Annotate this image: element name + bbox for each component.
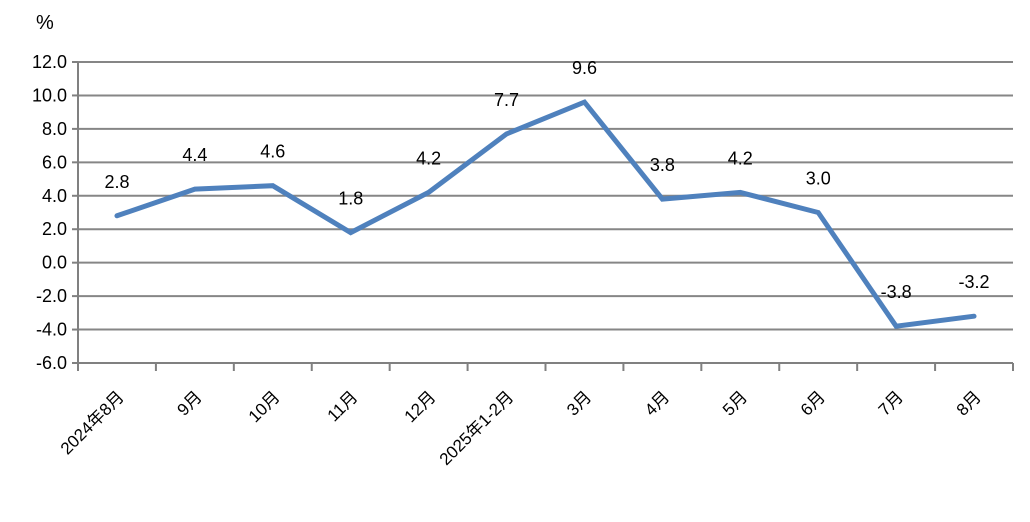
y-tick-label: 0.0 [42,253,67,273]
x-tick-label: 2024年8月 [57,387,128,458]
x-tick-label: 11月 [324,387,362,425]
data-point-label: 4.6 [260,142,285,162]
data-point-label: 4.4 [182,145,207,165]
x-tick-label: 4月 [641,387,673,419]
x-tick-label: 7月 [875,387,907,419]
x-tick-label: 8月 [953,387,985,419]
y-tick-label: 2.0 [42,219,67,239]
y-tick-label: -6.0 [36,353,67,373]
data-point-label: 2.8 [104,172,129,192]
data-point-label: 3.0 [806,169,831,189]
y-tick-label: 4.0 [42,186,67,206]
data-point-label: 4.2 [728,148,753,168]
y-tick-label: 6.0 [42,152,67,172]
x-tick-label: 2025年1-2月 [436,387,518,469]
data-point-label: 1.8 [338,189,363,209]
y-tick-label: 8.0 [42,119,67,139]
data-point-label: -3.8 [881,282,912,302]
x-tick-label: 6月 [797,387,829,419]
x-tick-label: 5月 [719,387,751,419]
data-point-label: 3.8 [650,155,675,175]
y-tick-label: -2.0 [36,286,67,306]
data-point-label: 7.7 [494,90,519,110]
y-tick-label: 10.0 [32,85,67,105]
y-tick-label: 12.0 [32,52,67,72]
x-tick-label: 9月 [174,387,206,419]
x-tick-label: 12月 [401,387,440,426]
data-point-label: -3.2 [959,272,990,292]
series-line [114,99,977,329]
x-tick-label: 10月 [245,387,284,426]
data-point-label: 4.2 [416,148,441,168]
y-axis-unit-label: % [36,12,54,34]
y-tick-label: -4.0 [36,320,67,340]
data-point-label: 9.6 [572,58,597,78]
x-tick-label: 3月 [563,387,595,419]
